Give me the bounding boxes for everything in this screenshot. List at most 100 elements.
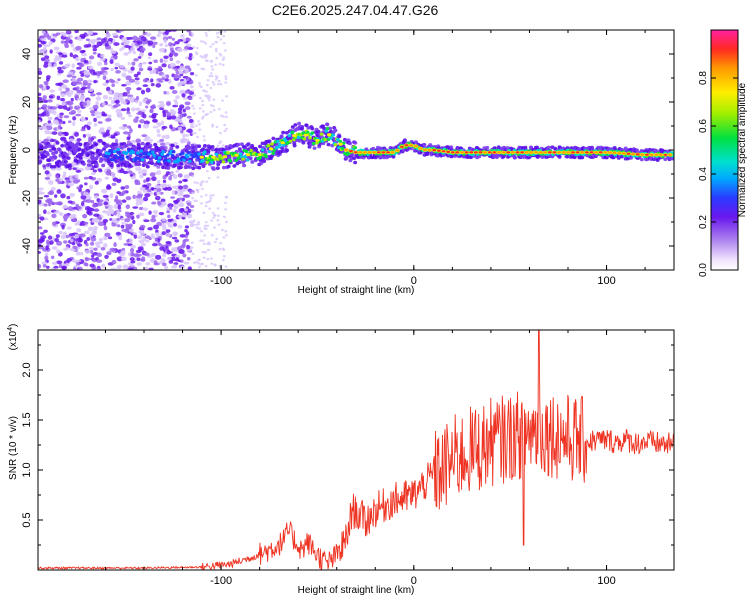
noise-point [145, 239, 150, 243]
noise-point [61, 84, 66, 89]
noise-point [212, 83, 216, 86]
noise-point [76, 179, 81, 183]
noise-point [209, 45, 213, 48]
band-point [124, 143, 129, 148]
noise-point [138, 51, 144, 57]
band-peak-point [362, 151, 367, 154]
noise-point [115, 231, 122, 236]
noise-point [192, 45, 196, 49]
band-core-point [158, 156, 162, 160]
noise-point [156, 133, 161, 137]
y-tick-label: -20 [21, 190, 33, 206]
spectrogram-panel: -100 0 100 -40 -20 0 20 40 Height of straight l… [8, 29, 675, 296]
noise-point [96, 41, 103, 47]
band-core-point [275, 139, 280, 144]
noise-point [213, 214, 217, 217]
noise-point [38, 84, 44, 89]
noise-point [182, 213, 188, 218]
noise-point [213, 264, 217, 267]
noise-point [177, 224, 183, 229]
band-core-point [241, 157, 245, 161]
noise-point [62, 32, 67, 37]
noise-point [114, 92, 120, 96]
noise-point [159, 183, 167, 189]
band-peak-point [658, 153, 663, 156]
noise-point [103, 225, 108, 231]
band-peak-point [617, 152, 622, 155]
band-point [85, 142, 90, 147]
noise-point [193, 199, 196, 202]
noise-point [209, 194, 212, 197]
noise-point [121, 190, 127, 195]
noise-point [211, 68, 215, 71]
noise-point [220, 228, 224, 232]
noise-point [203, 54, 207, 57]
noise-point [45, 85, 50, 90]
noise-point [208, 242, 211, 246]
band-point [293, 123, 298, 127]
noise-point [178, 249, 185, 255]
noise-point [108, 37, 113, 42]
noise-point [130, 247, 135, 253]
band-point [128, 142, 133, 147]
noise-point [167, 214, 171, 219]
noise-point [42, 95, 47, 100]
noise-point [126, 82, 132, 86]
noise-point [129, 211, 135, 215]
noise-point [191, 209, 195, 212]
noise-point [179, 104, 185, 109]
noise-point [191, 252, 195, 256]
noise-point [178, 189, 184, 195]
band-peak-point [211, 155, 216, 159]
noise-point [211, 104, 215, 108]
x-tick-label: -100 [210, 275, 232, 287]
noise-point [210, 74, 214, 78]
noise-point [173, 205, 179, 209]
noise-point [134, 77, 140, 81]
noise-point [83, 59, 89, 64]
noise-point [51, 213, 57, 219]
noise-point [97, 139, 103, 143]
noise-point [199, 40, 203, 43]
noise-point [184, 45, 190, 50]
band-core-point [245, 158, 250, 162]
band-core-point [266, 144, 271, 148]
band-peak-point [538, 151, 543, 154]
noise-point [110, 136, 116, 139]
band-peak-point [557, 151, 562, 154]
band-peak-point [469, 151, 474, 154]
band-core-point [324, 129, 329, 133]
noise-point [183, 174, 190, 179]
noise-point [156, 191, 161, 195]
noise-point [65, 91, 72, 96]
band-peak-point [353, 151, 358, 154]
band-point [45, 152, 50, 157]
noise-point [56, 260, 63, 265]
noise-point [159, 107, 164, 111]
noise-point [117, 213, 121, 218]
band-point [353, 141, 358, 145]
band-point [306, 126, 311, 130]
noise-point [201, 117, 204, 120]
noise-point [56, 189, 62, 194]
noise-point [216, 176, 220, 179]
band-peak-point [547, 151, 552, 154]
band-peak-point [376, 151, 381, 154]
band-point [67, 163, 72, 168]
noise-point [166, 186, 173, 191]
band-point [53, 150, 58, 155]
noise-point [156, 221, 162, 227]
noise-point [58, 230, 63, 235]
band-peak-point [529, 151, 534, 154]
band-point [310, 126, 315, 131]
noise-point [135, 107, 141, 111]
noise-point [40, 235, 47, 240]
band-point [325, 122, 330, 127]
noise-point [38, 199, 42, 205]
noise-point [187, 128, 193, 134]
band-core-point [171, 150, 176, 154]
noise-point [48, 95, 54, 99]
noise-point [107, 103, 113, 107]
noise-point [179, 259, 184, 263]
noise-point [182, 96, 188, 100]
